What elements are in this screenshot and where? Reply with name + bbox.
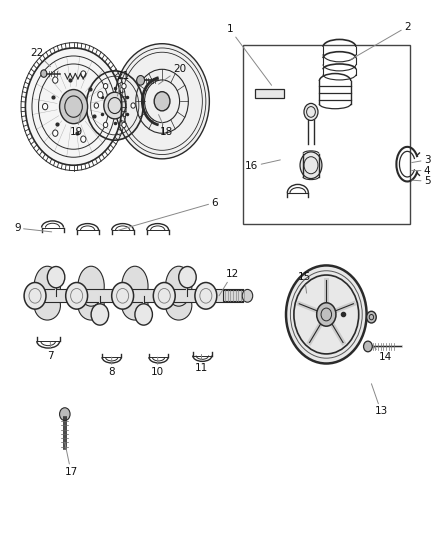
Text: 3: 3 xyxy=(412,155,431,165)
Ellipse shape xyxy=(34,266,60,306)
Circle shape xyxy=(42,103,48,110)
Text: 2: 2 xyxy=(350,22,411,60)
Text: 20: 20 xyxy=(159,64,186,84)
Circle shape xyxy=(66,282,88,309)
Text: 11: 11 xyxy=(195,354,208,373)
Circle shape xyxy=(24,282,46,309)
Text: 1: 1 xyxy=(226,25,272,85)
Text: 8: 8 xyxy=(108,357,115,377)
Circle shape xyxy=(131,103,135,108)
Circle shape xyxy=(91,304,109,325)
Text: 18: 18 xyxy=(159,115,173,137)
Text: 21: 21 xyxy=(116,71,129,96)
Circle shape xyxy=(81,136,86,142)
Text: 22: 22 xyxy=(31,49,50,67)
Circle shape xyxy=(86,71,143,140)
Circle shape xyxy=(104,92,126,119)
Ellipse shape xyxy=(122,266,148,306)
Bar xyxy=(28,289,243,302)
Circle shape xyxy=(154,92,170,111)
Circle shape xyxy=(300,152,322,179)
Circle shape xyxy=(364,341,372,352)
Text: 4: 4 xyxy=(412,166,431,175)
Circle shape xyxy=(115,44,209,159)
Circle shape xyxy=(304,103,318,120)
Circle shape xyxy=(122,122,126,127)
Circle shape xyxy=(103,84,108,89)
Circle shape xyxy=(81,71,86,77)
Bar xyxy=(243,45,410,224)
Text: 17: 17 xyxy=(64,442,78,477)
Circle shape xyxy=(60,408,70,421)
Circle shape xyxy=(47,266,65,288)
Ellipse shape xyxy=(166,291,192,320)
Text: 10: 10 xyxy=(151,357,164,377)
Circle shape xyxy=(25,48,122,165)
Text: 7: 7 xyxy=(47,342,54,361)
Circle shape xyxy=(242,289,253,302)
Circle shape xyxy=(195,282,217,309)
Bar xyxy=(255,89,284,98)
Circle shape xyxy=(317,303,336,326)
Circle shape xyxy=(135,304,152,325)
Circle shape xyxy=(153,282,175,309)
Circle shape xyxy=(41,70,47,77)
Circle shape xyxy=(286,265,367,364)
Ellipse shape xyxy=(78,266,104,306)
Text: 13: 13 xyxy=(371,384,388,416)
Circle shape xyxy=(94,103,99,108)
Text: 6: 6 xyxy=(118,198,218,230)
Text: 14: 14 xyxy=(373,346,392,362)
Text: 12: 12 xyxy=(219,270,239,296)
Ellipse shape xyxy=(34,291,60,320)
Circle shape xyxy=(98,92,103,98)
Circle shape xyxy=(179,266,196,288)
Circle shape xyxy=(367,311,376,323)
Circle shape xyxy=(60,90,88,124)
Text: 15: 15 xyxy=(298,272,311,293)
Ellipse shape xyxy=(78,291,104,320)
Circle shape xyxy=(137,76,145,85)
Circle shape xyxy=(122,84,126,89)
Text: 9: 9 xyxy=(14,223,52,233)
Text: 16: 16 xyxy=(245,160,280,171)
Circle shape xyxy=(103,122,108,127)
Ellipse shape xyxy=(122,291,148,320)
Text: 19: 19 xyxy=(70,113,83,137)
Text: 5: 5 xyxy=(412,176,431,186)
Ellipse shape xyxy=(166,266,192,306)
Bar xyxy=(223,290,247,301)
Circle shape xyxy=(53,77,58,83)
Circle shape xyxy=(53,130,58,136)
Circle shape xyxy=(112,282,134,309)
